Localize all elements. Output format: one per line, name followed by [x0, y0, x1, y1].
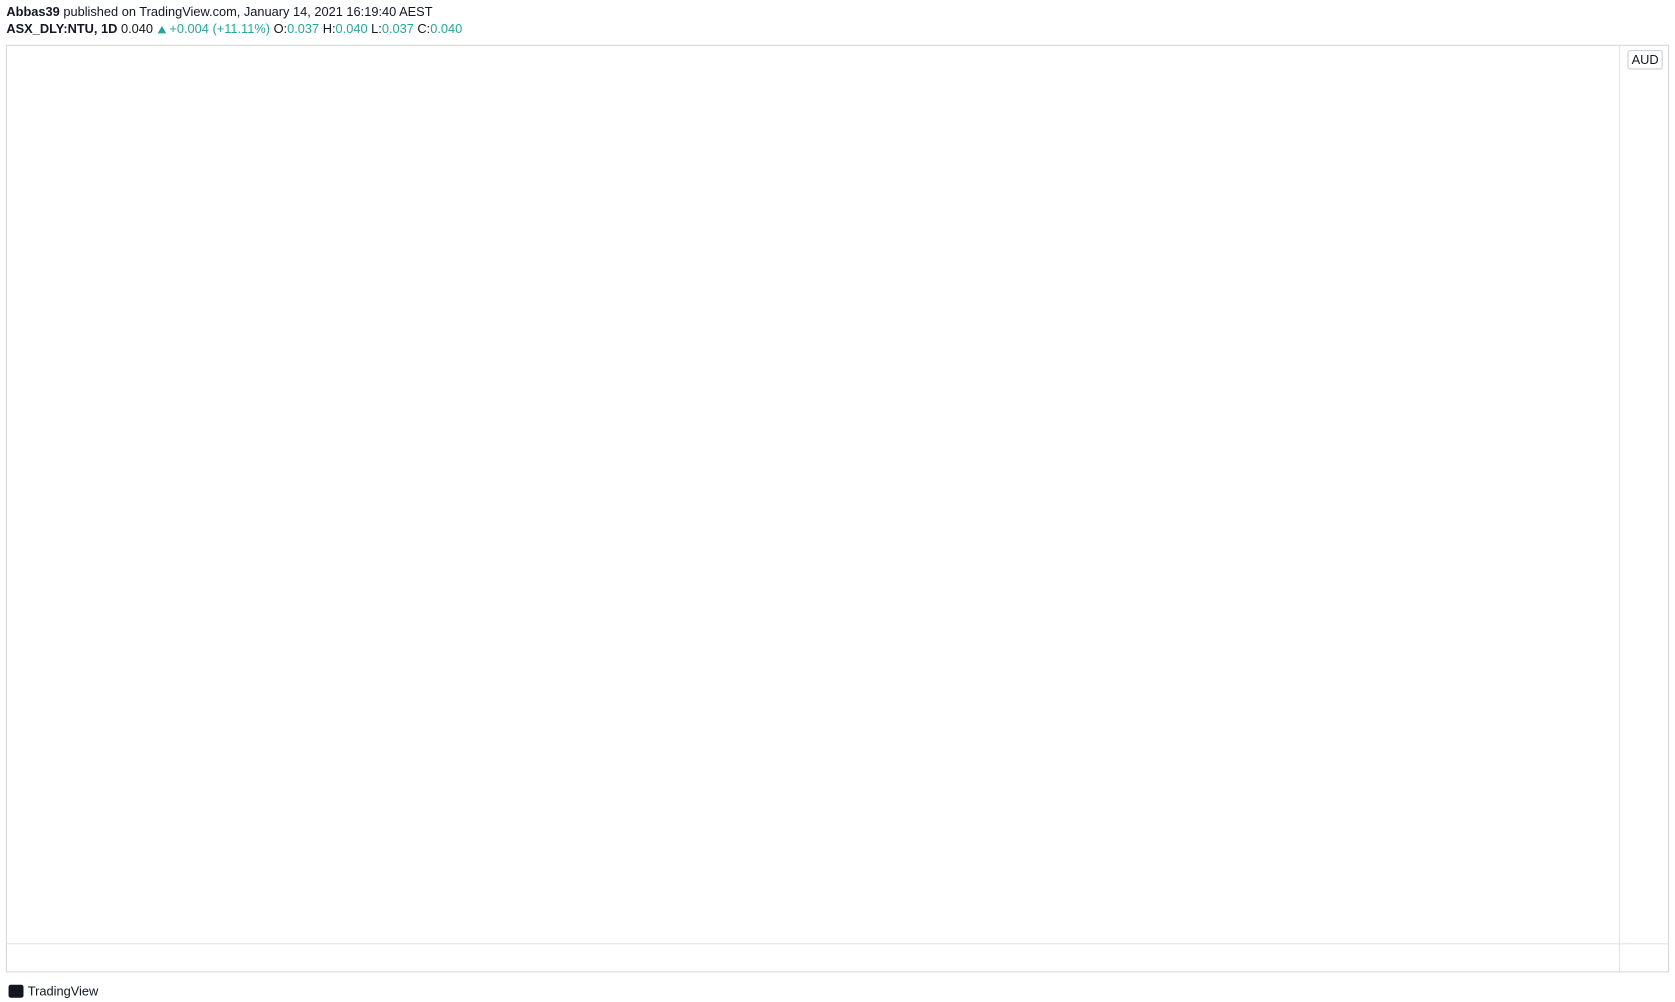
brand: TradingView: [28, 984, 99, 999]
change: +0.004 (+11.11%): [169, 22, 270, 37]
up-arrow: [157, 25, 167, 34]
c-label: C:: [417, 22, 430, 37]
l-value: 0.037: [382, 22, 414, 37]
logo: TradingView: [8, 984, 99, 999]
h-value: 0.040: [336, 22, 368, 37]
c-value: 0.040: [430, 22, 462, 37]
o-label: O:: [274, 22, 288, 37]
h-label: H:: [323, 22, 336, 37]
l-label: L:: [371, 22, 382, 37]
last: 0.040: [121, 22, 153, 37]
quote-line: ASX_DLY:NTU, 1D 0.040 +0.004 (+11.11%) O…: [6, 22, 462, 37]
logo-icon: [8, 984, 24, 998]
chart-frame: [5, 44, 1670, 973]
currency-box[interactable]: [1627, 50, 1663, 70]
currency: AUD: [1632, 52, 1659, 67]
symbol: ASX_DLY:NTU, 1D: [6, 22, 117, 37]
published: published on TradingView.com, January 14…: [63, 4, 432, 19]
header-line: Abbas39 published on TradingView.com, Ja…: [6, 4, 432, 19]
o-value: 0.037: [287, 22, 319, 37]
author: Abbas39: [6, 4, 59, 19]
